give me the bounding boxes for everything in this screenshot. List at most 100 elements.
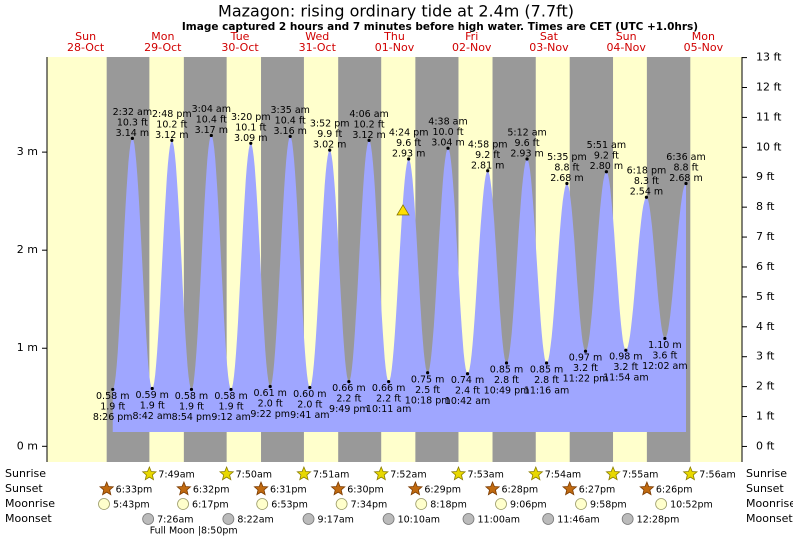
tide-label: 11:22 pm xyxy=(563,374,609,385)
tide-label: 2.0 ft xyxy=(258,398,283,409)
tide-label: 8.8 ft xyxy=(673,163,698,174)
sunrise-icon xyxy=(296,465,312,481)
sunrise-time: 7:51am xyxy=(313,470,349,481)
tide-label: 2.54 m xyxy=(630,187,663,198)
tide-extreme xyxy=(170,138,174,142)
tide-extreme xyxy=(407,157,411,161)
tide-label: 9.2 ft xyxy=(475,150,500,161)
sunset-time: 6:26pm xyxy=(656,485,693,496)
tide-label: 0.58 m xyxy=(96,391,129,402)
tide-label: 8:42 am xyxy=(132,411,171,422)
tide-label: 3.2 ft xyxy=(573,363,598,374)
tide-label: 2.4 ft xyxy=(455,386,480,397)
moonset-icon xyxy=(462,513,475,525)
tide-extreme xyxy=(644,195,649,199)
tide-label: 11:54 am xyxy=(603,373,648,384)
tide-extreme xyxy=(604,170,608,174)
tide-label: 2.0 ft xyxy=(297,399,322,410)
tide-label: 2.2 ft xyxy=(376,394,401,405)
sunrise-time: 7:50am xyxy=(236,470,272,481)
sunrise-time: 7:56am xyxy=(699,470,735,481)
tide-label: 0.75 m xyxy=(411,374,444,385)
moonrise-icon xyxy=(655,498,668,510)
moonset-time: 12:28pm xyxy=(637,515,680,526)
y2-tick-label: 5 ft xyxy=(756,290,775,303)
tide-label: 10:42 am xyxy=(445,396,490,407)
moonrise-time: 7:34pm xyxy=(351,500,388,511)
tide-label: 2:32 am xyxy=(113,107,152,118)
tide-label: 1.9 ft xyxy=(179,401,204,412)
tide-label: 0.66 m xyxy=(372,383,405,394)
y2-tick-label: 8 ft xyxy=(756,200,775,213)
tide-label: 9:41 am xyxy=(290,410,329,421)
moonrise-icon xyxy=(495,498,507,510)
tide-label: 1.9 ft xyxy=(219,401,244,412)
tide-label: 8.3 ft xyxy=(634,176,659,187)
row-label: Sunset xyxy=(746,482,784,495)
row-label: Moonrise xyxy=(5,497,55,510)
sunrise-icon xyxy=(682,465,699,481)
tide-label: 4:06 am xyxy=(349,109,388,120)
tide-label: 2.5 ft xyxy=(415,385,440,396)
tide-label: 6:18 pm xyxy=(627,166,667,177)
tide-label: 10.0 ft xyxy=(432,127,463,138)
tide-extreme xyxy=(209,133,213,138)
sunrise-time: 7:49am xyxy=(158,470,194,481)
tide-label: 0.58 m xyxy=(214,391,247,402)
row-label: Sunrise xyxy=(5,467,46,480)
tide-extreme xyxy=(189,387,194,392)
tide-extreme xyxy=(504,361,509,365)
tide-label: 9.2 ft xyxy=(594,151,619,162)
sunrise-icon xyxy=(218,465,235,481)
tide-label: 8:54 pm xyxy=(172,412,212,423)
day-weekday: Mon xyxy=(692,30,715,43)
moonset-time: 8:22am xyxy=(237,515,273,526)
sunrise-time: 7:54am xyxy=(545,470,581,481)
tide-label: 3:20 pm xyxy=(231,112,271,123)
tide-label: 5:12 am xyxy=(507,127,546,138)
tide-extreme xyxy=(347,379,351,384)
y2-tick-label: 7 ft xyxy=(756,230,775,243)
row-label: Moonset xyxy=(746,512,793,525)
chart-subtitle: Image captured 2 hours and 7 minutes bef… xyxy=(182,21,698,33)
tide-label: 1.10 m xyxy=(648,340,681,351)
tide-label: 10.2 ft xyxy=(354,119,385,130)
sunset-time: 6:32pm xyxy=(193,485,230,496)
tide-extreme xyxy=(288,134,292,139)
tide-label: 10.4 ft xyxy=(196,114,227,125)
y2-tick-label: 10 ft xyxy=(756,140,782,153)
moonrise-time: 9:06pm xyxy=(510,500,547,511)
tide-label: 2.93 m xyxy=(392,148,425,159)
tide-label: 2.68 m xyxy=(669,173,702,184)
tide-label: 8:26 pm xyxy=(93,412,133,423)
moonrise-time: 5:43pm xyxy=(113,500,150,511)
tide-label: 3.04 m xyxy=(431,138,464,149)
tide-label: 0.66 m xyxy=(332,383,365,394)
moonset-time: 10:10am xyxy=(398,515,440,526)
tide-label: 3:35 am xyxy=(270,105,309,116)
moonset-icon xyxy=(382,513,395,525)
moonrise-time: 6:53pm xyxy=(271,500,308,511)
y-tick-label: 2 m xyxy=(17,243,38,256)
y2-tick-label: 9 ft xyxy=(756,170,775,183)
tide-label: 12:02 am xyxy=(642,361,687,372)
sunset-icon xyxy=(98,480,115,496)
y2-tick-label: 2 ft xyxy=(756,380,775,393)
y-tick-label: 1 m xyxy=(17,341,38,354)
tide-label: 6:36 am xyxy=(666,152,705,163)
y-tick-label: 0 m xyxy=(17,439,38,452)
tide-label: 4:58 pm xyxy=(468,139,508,150)
sunrise-time: 7:53am xyxy=(467,470,503,481)
sunset-icon xyxy=(330,480,346,496)
current-marker xyxy=(396,204,410,216)
tide-extreme xyxy=(426,371,430,375)
sunset-time: 6:27pm xyxy=(579,485,616,496)
tide-extreme xyxy=(486,169,490,173)
tide-label: 0.85 m xyxy=(530,364,563,375)
tide-label: 3.6 ft xyxy=(652,350,677,361)
sunrise-icon xyxy=(528,465,544,481)
y2-tick-label: 4 ft xyxy=(756,320,775,333)
tide-extreme xyxy=(624,348,628,352)
sunset-time: 6:31pm xyxy=(270,485,307,496)
